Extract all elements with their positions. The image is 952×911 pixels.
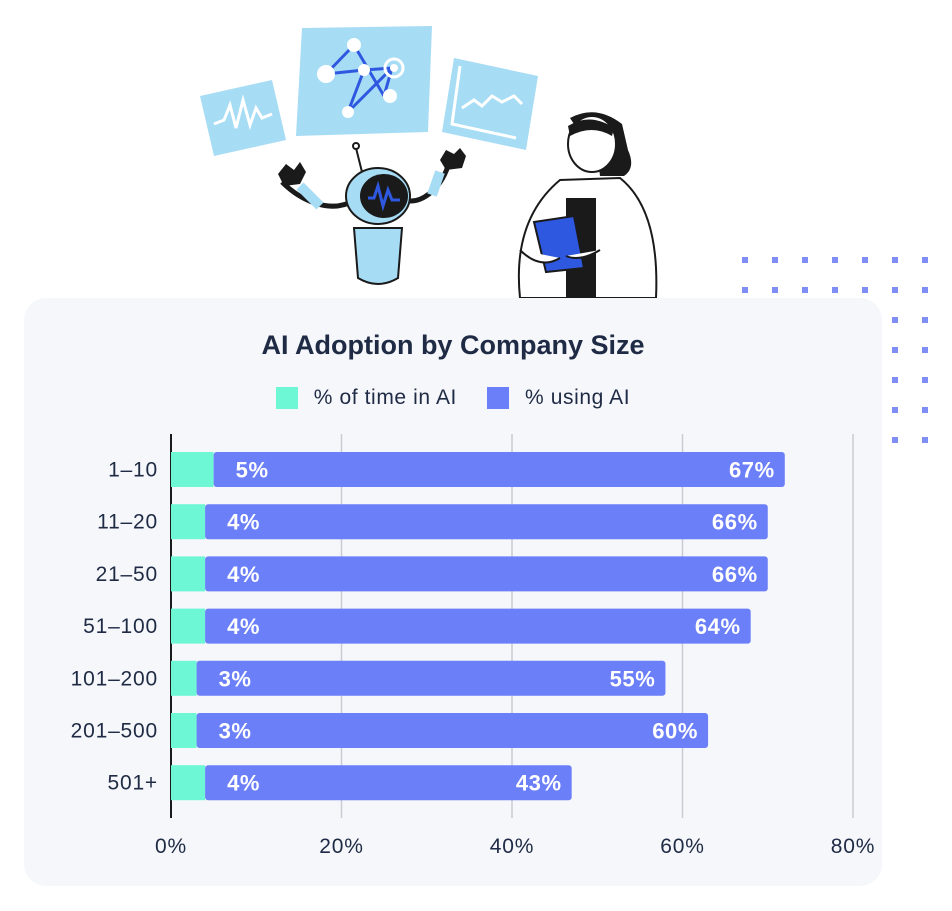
dot <box>832 287 838 293</box>
legend-swatch-using <box>487 387 509 409</box>
dot <box>922 317 928 323</box>
legend-label-time: % of time in AI <box>313 386 457 409</box>
bar-time-in-ai <box>171 765 206 801</box>
x-tick-label: 20% <box>319 835 363 858</box>
dot <box>772 287 778 293</box>
dot <box>772 257 778 263</box>
dot <box>802 287 808 293</box>
dot <box>892 347 898 353</box>
chart-legend: % of time in AI % using AI <box>24 386 882 410</box>
data-label-using-ai: 66% <box>712 510 758 535</box>
dot <box>862 287 868 293</box>
dot <box>742 257 748 263</box>
header-illustration <box>200 26 658 299</box>
woman-with-clipboard-icon <box>517 112 658 299</box>
legend-item-time: % of time in AI <box>275 386 457 410</box>
dot <box>922 287 928 293</box>
legend-label-using: % using AI <box>525 386 631 409</box>
data-label-using-ai: 60% <box>652 719 698 744</box>
y-tick-label: 101–200 <box>71 667 158 690</box>
bar-time-in-ai <box>171 504 206 540</box>
y-tick-label: 501+ <box>107 772 158 795</box>
legend-item-using: % using AI <box>487 386 630 410</box>
x-tick-label: 60% <box>660 835 704 858</box>
bar-using-ai <box>196 713 709 748</box>
dot <box>832 257 838 263</box>
bar-using-ai <box>205 504 768 540</box>
dot <box>892 257 898 263</box>
y-tick-label: 11–20 <box>97 511 158 534</box>
waveform-card-icon <box>200 80 286 156</box>
data-label-time-in-ai: 3% <box>219 719 252 744</box>
chart-title: AI Adoption by Company Size <box>261 330 645 360</box>
dot <box>892 287 898 293</box>
data-label-time-in-ai: 5% <box>236 458 269 483</box>
dot <box>892 377 898 383</box>
y-tick-label: 51–100 <box>83 615 158 638</box>
bar-using-ai <box>205 608 751 644</box>
network-graph-card-icon <box>296 26 432 136</box>
dot-grid-icon <box>742 257 928 443</box>
data-label-using-ai: 64% <box>695 614 741 639</box>
bar-using-ai <box>205 556 768 592</box>
data-label-time-in-ai: 4% <box>227 771 260 796</box>
bar-using-ai <box>196 660 666 696</box>
robot-icon <box>278 142 466 285</box>
dot <box>862 257 868 263</box>
dot <box>802 257 808 263</box>
dot <box>922 437 928 443</box>
dot <box>922 377 928 383</box>
x-tick-label: 0% <box>155 835 187 858</box>
x-tick-label: 40% <box>490 835 534 858</box>
bar-time-in-ai <box>171 660 197 696</box>
data-label-using-ai: 66% <box>712 562 758 587</box>
dot <box>742 287 748 293</box>
data-label-using-ai: 43% <box>516 771 562 796</box>
bar-time-in-ai <box>171 556 206 592</box>
dot <box>892 317 898 323</box>
bar-time-in-ai <box>171 713 197 748</box>
y-tick-label: 201–500 <box>71 720 158 743</box>
line-chart-card-icon <box>442 58 538 150</box>
x-tick-label: 80% <box>831 835 875 858</box>
y-tick-label: 1–10 <box>108 459 158 482</box>
legend-swatch-time <box>275 387 298 409</box>
dot <box>892 407 898 413</box>
bar-using-ai <box>213 452 785 487</box>
data-label-using-ai: 55% <box>610 666 656 691</box>
data-label-time-in-ai: 4% <box>227 562 260 587</box>
bar-time-in-ai <box>171 452 214 487</box>
data-label-using-ai: 67% <box>729 458 775 483</box>
bar-time-in-ai <box>171 608 206 644</box>
dot <box>922 407 928 413</box>
bar-using-ai <box>205 765 572 801</box>
dot <box>892 437 898 443</box>
dot <box>922 257 928 263</box>
data-label-time-in-ai: 4% <box>227 614 260 639</box>
data-label-time-in-ai: 4% <box>227 510 260 535</box>
data-label-time-in-ai: 3% <box>219 666 252 691</box>
y-tick-label: 21–50 <box>96 563 158 586</box>
dot <box>922 347 928 353</box>
